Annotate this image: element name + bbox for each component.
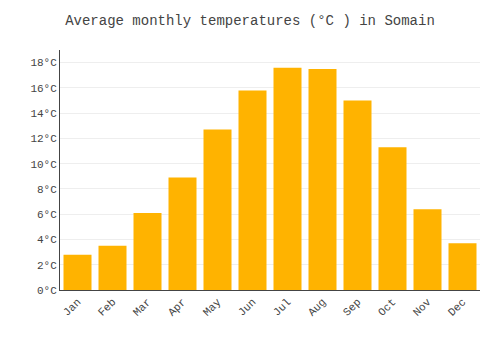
svg-text:Aug: Aug (306, 296, 328, 318)
svg-text:4°C: 4°C (37, 234, 57, 246)
svg-text:May: May (201, 296, 224, 319)
svg-text:6°C: 6°C (37, 209, 57, 221)
svg-text:Jun: Jun (236, 296, 258, 318)
svg-text:2°C: 2°C (37, 260, 57, 272)
svg-text:14°C: 14°C (30, 108, 57, 120)
svg-text:Feb: Feb (96, 296, 118, 318)
svg-text:Mar: Mar (131, 296, 153, 318)
svg-text:Sep: Sep (341, 296, 363, 318)
svg-text:Apr: Apr (166, 296, 188, 318)
svg-text:Oct: Oct (376, 296, 398, 318)
svg-text:8°C: 8°C (37, 184, 57, 196)
svg-text:0°C: 0°C (37, 285, 57, 297)
svg-text:Jul: Jul (271, 296, 293, 318)
svg-text:18°C: 18°C (30, 57, 57, 69)
svg-text:Nov: Nov (411, 296, 434, 319)
svg-text:Dec: Dec (446, 296, 468, 318)
svg-text:16°C: 16°C (30, 83, 57, 95)
svg-text:12°C: 12°C (30, 133, 57, 145)
svg-text:Jan: Jan (61, 296, 83, 318)
svg-text:Average monthly temperatures (: Average monthly temperatures (°C ) in So… (65, 13, 435, 29)
svg-text:10°C: 10°C (30, 159, 57, 171)
